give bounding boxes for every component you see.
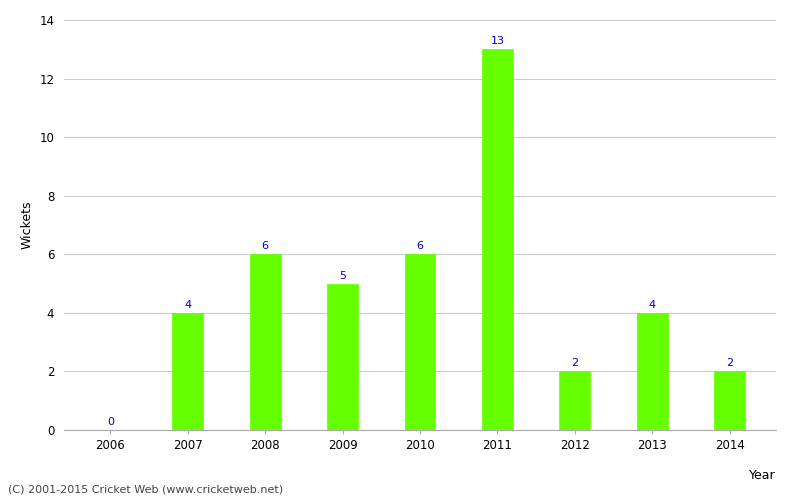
Text: 4: 4 bbox=[649, 300, 656, 310]
Text: 4: 4 bbox=[184, 300, 191, 310]
Bar bbox=[637, 313, 668, 430]
Text: 2: 2 bbox=[571, 358, 578, 368]
Text: 5: 5 bbox=[339, 270, 346, 280]
Text: 6: 6 bbox=[262, 242, 269, 252]
Bar bbox=[327, 284, 358, 430]
Text: 0: 0 bbox=[107, 417, 114, 427]
Bar bbox=[559, 372, 590, 430]
Text: 2: 2 bbox=[726, 358, 733, 368]
Text: Year: Year bbox=[750, 469, 776, 482]
Text: 6: 6 bbox=[417, 242, 423, 252]
Text: 13: 13 bbox=[490, 36, 504, 46]
Bar bbox=[405, 254, 435, 430]
Y-axis label: Wickets: Wickets bbox=[21, 200, 34, 249]
Bar bbox=[482, 50, 513, 430]
Bar bbox=[172, 313, 203, 430]
Text: (C) 2001-2015 Cricket Web (www.cricketweb.net): (C) 2001-2015 Cricket Web (www.cricketwe… bbox=[8, 485, 283, 495]
Bar bbox=[714, 372, 745, 430]
Bar bbox=[250, 254, 281, 430]
